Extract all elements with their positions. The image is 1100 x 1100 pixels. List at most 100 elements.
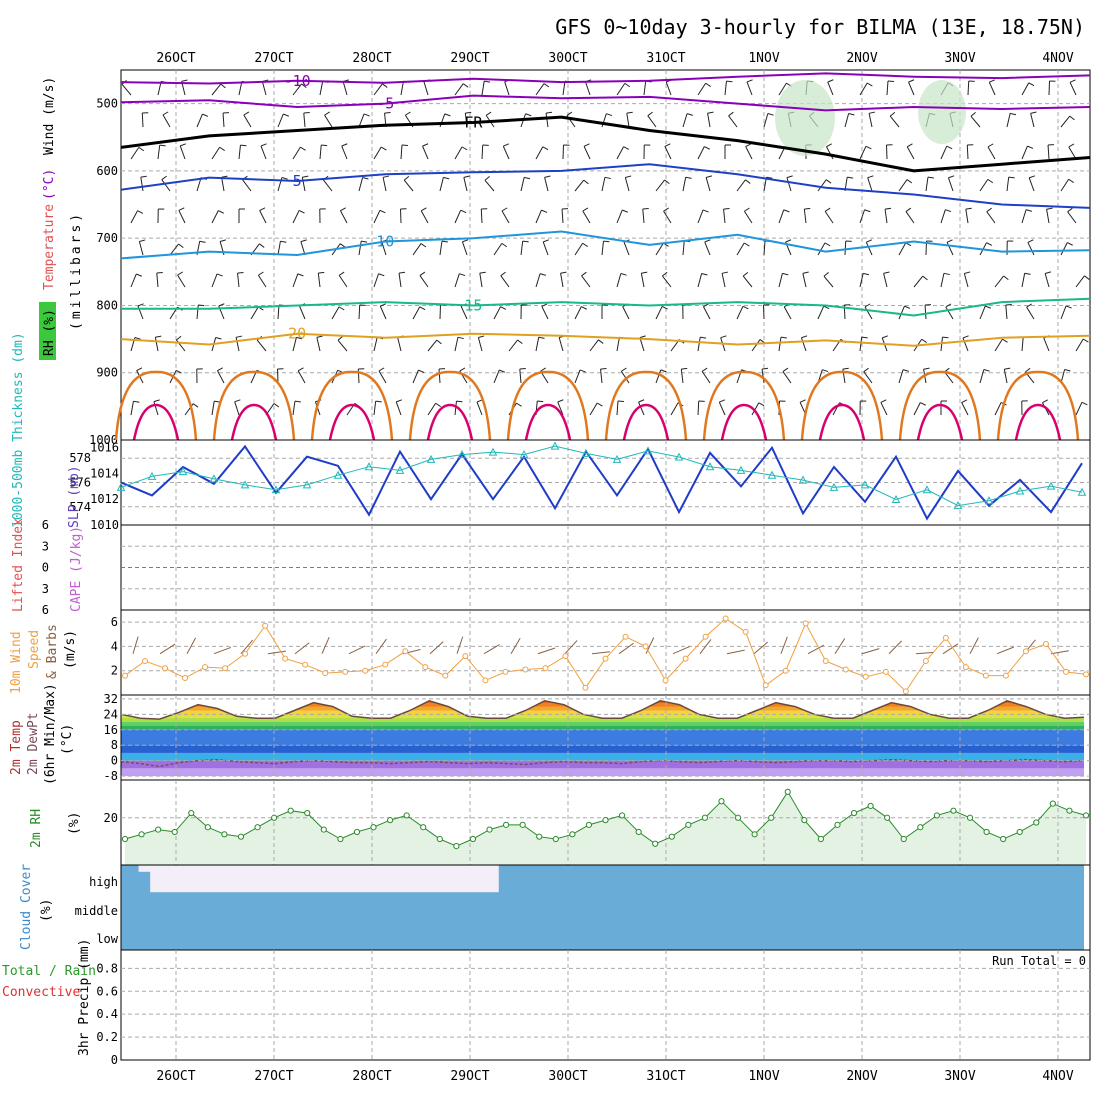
barb-flag-9-31 xyxy=(983,369,990,372)
barb-5-11 xyxy=(439,241,443,256)
ylabel-thickness: 1000-500mb Thickness (dm) xyxy=(11,332,26,528)
barb-1-27 xyxy=(868,113,873,128)
rh-point-25 xyxy=(536,833,543,840)
dewpt-line xyxy=(120,758,1085,768)
ylabel-slp: SLP (mb) xyxy=(67,465,82,528)
barb-3-1 xyxy=(161,179,171,192)
barb-flag-0-32 xyxy=(989,79,995,83)
barb-9-30 xyxy=(944,371,954,384)
barb-flag-10-23 xyxy=(758,402,765,407)
wind-point-3 xyxy=(182,675,189,681)
barb-6-8 xyxy=(338,275,348,288)
barb-flag-6-32 xyxy=(1003,275,1009,281)
barb-6-28 xyxy=(883,273,888,288)
barb-1-7 xyxy=(324,114,333,128)
barb-2-23 xyxy=(745,146,753,160)
wind-point-10 xyxy=(322,670,329,677)
barb-flag-3-10 xyxy=(403,175,410,181)
barb-flag-6-3 xyxy=(216,273,223,277)
barb-2-34 xyxy=(1047,144,1050,160)
barb-8-8 xyxy=(337,339,348,352)
lobe30-3 xyxy=(426,403,474,441)
thick-point-9 xyxy=(395,465,405,474)
barb-flag-0-27 xyxy=(866,82,873,87)
barb-flag-3-14 xyxy=(524,176,531,180)
barb-flag-2-20 xyxy=(664,143,671,147)
barb-9-9 xyxy=(378,370,387,384)
barb-flag-5-24 xyxy=(785,239,792,243)
lobe25-2 xyxy=(310,370,394,441)
barb-flag-0-2 xyxy=(181,79,188,82)
li-ytick-1: 3 xyxy=(42,539,49,553)
barb-flag-6-14 xyxy=(500,271,506,277)
barb-flag-5-10 xyxy=(420,243,427,248)
barb-flag-9-24 xyxy=(782,367,789,372)
barb-0-15 xyxy=(535,83,545,96)
barb-flag-3-12 xyxy=(463,175,470,178)
barb-flag-1-1 xyxy=(162,111,169,116)
rh-point-8 xyxy=(254,824,261,831)
lobe25-7 xyxy=(800,370,884,441)
rh-point-4 xyxy=(188,809,195,817)
panels: 5006007008009001000-10-5FR51015205745765… xyxy=(42,69,1091,1067)
thick-point-26 xyxy=(922,485,932,494)
barb-flag-5-34 xyxy=(1067,242,1073,246)
barb-0-11 xyxy=(423,81,429,96)
sfc-barb-30 xyxy=(942,643,959,655)
barb-flag-10-31 xyxy=(961,399,968,403)
thick-point-21 xyxy=(767,470,777,479)
barb-flag-10-11 xyxy=(435,402,441,407)
barb-flag-3-9 xyxy=(382,175,390,178)
upper-ytick-3: 800 xyxy=(96,298,118,312)
cloud-high-gap-17 xyxy=(324,865,337,893)
barb-flag-7-21 xyxy=(703,303,709,308)
barb-5-18 xyxy=(623,241,630,256)
cloud-high-gap-22 xyxy=(382,865,395,893)
rh-point-42 xyxy=(817,835,824,843)
barb-flag-9-19 xyxy=(660,369,667,373)
barb-flag-3-24 xyxy=(786,175,793,179)
barb-0-9 xyxy=(373,83,383,96)
cloud-high-gap-21 xyxy=(370,865,383,893)
barb-8-6 xyxy=(292,337,297,352)
barb-flag-6-4 xyxy=(237,271,244,274)
barb-flag-5-16 xyxy=(582,242,588,247)
barb-flag-6-29 xyxy=(922,275,928,281)
rh-point-18 xyxy=(420,824,427,831)
barb-8-11 xyxy=(427,339,438,352)
barb-7-24 xyxy=(783,306,792,320)
barb-flag-1-22 xyxy=(728,111,734,117)
contour-5 xyxy=(120,163,1091,209)
barb-flag-4-33 xyxy=(1025,209,1032,212)
barb-8-7 xyxy=(316,337,321,352)
barb-flag-7-27 xyxy=(864,303,871,308)
barb-flag-4-9 xyxy=(379,209,386,214)
barb-7-18 xyxy=(622,306,630,320)
barb-flag-8-29 xyxy=(921,338,927,343)
top-date-7: 2NOV xyxy=(846,51,877,66)
barb-flag-1-5 xyxy=(283,113,289,117)
cloud-high-gap-29 xyxy=(463,865,476,893)
upper-ylabel: RH (%) Temperature (°C) Wind (m/s) xyxy=(39,77,57,360)
lobe30-8 xyxy=(916,403,964,441)
barb-5-15 xyxy=(542,241,549,256)
barb-0-33 xyxy=(1021,82,1030,96)
barb-3-11 xyxy=(439,177,444,192)
barb-flag-9-27 xyxy=(863,367,869,373)
barb-2-15 xyxy=(535,146,544,160)
barb-flag-8-7 xyxy=(316,335,323,338)
barb-flag-3-34 xyxy=(1068,178,1074,183)
barb-4-15 xyxy=(535,209,542,224)
barb-flag-8-1 xyxy=(155,335,162,338)
slp-ytick-2: 1014 xyxy=(90,466,119,480)
rh-point-56 xyxy=(1049,800,1056,807)
barb-10-28 xyxy=(880,402,888,416)
thick-ytick-1: 576 xyxy=(69,476,91,490)
barb-7-5 xyxy=(277,304,280,320)
contour--5 xyxy=(120,94,1091,112)
barb-flag-3-32 xyxy=(1008,176,1015,179)
barb-flag-0-3 xyxy=(220,83,226,89)
barb-0-13 xyxy=(481,81,485,96)
barb-7-2 xyxy=(196,305,199,320)
barb-flag-9-33 xyxy=(1025,367,1031,373)
